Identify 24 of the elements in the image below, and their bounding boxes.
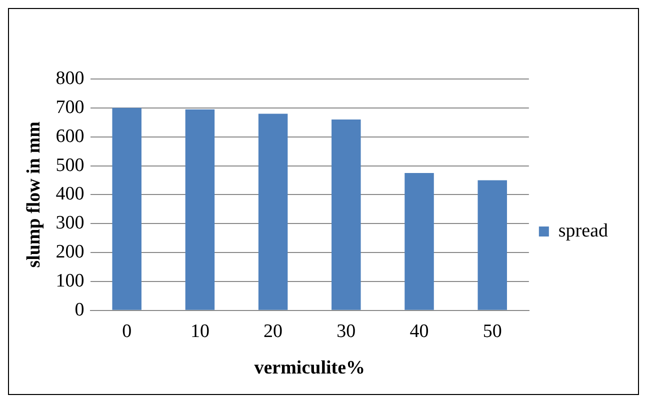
x-tick-label: 0 <box>122 320 132 342</box>
y-tick-label: 100 <box>56 270 84 292</box>
bar <box>404 173 434 310</box>
y-tick-label: 700 <box>56 96 84 118</box>
x-tick-label: 10 <box>190 320 210 342</box>
x-tick-label: 30 <box>336 320 356 342</box>
bar <box>258 114 288 310</box>
bar <box>478 180 507 310</box>
y-tick-label: 400 <box>56 184 84 205</box>
x-tick-label: 50 <box>482 320 502 342</box>
x-tick-label: 40 <box>410 320 429 342</box>
x-tick-label: 20 <box>264 320 283 342</box>
y-tick-label: 0 <box>74 299 84 320</box>
legend-label: spread <box>558 220 608 242</box>
bar <box>332 119 361 310</box>
y-tick-label: 600 <box>56 126 84 147</box>
bar <box>112 108 142 310</box>
y-tick-label: 500 <box>56 154 84 176</box>
x-axis-title: vermiculite% <box>254 358 366 379</box>
y-tick-label: 200 <box>56 242 84 263</box>
y-tick-label: 800 <box>56 68 84 89</box>
y-axis-title: slump flow in mm <box>23 121 44 268</box>
bar <box>185 109 215 310</box>
y-tick-label: 300 <box>56 212 84 234</box>
